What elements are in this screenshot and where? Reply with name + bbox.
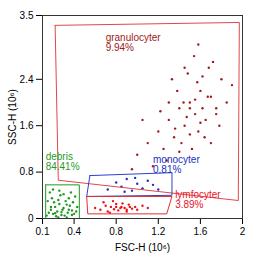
svg-text:lymfocyter3.89%: lymfocyter3.89% [175,189,221,210]
svg-text:0.8: 0.8 [20,166,34,177]
svg-text:1.6: 1.6 [193,226,207,237]
svg-text:monocyter0.81%: monocyter0.81% [153,154,200,175]
svg-text:3.5: 3.5 [20,10,34,21]
svg-text:SSC-H (10⁶): SSC-H (10⁶) [7,89,18,145]
svg-text:0.4: 0.4 [67,226,81,237]
svg-text:0.8: 0.8 [109,226,123,237]
svg-text:0.1: 0.1 [36,226,50,237]
svg-text:2.4: 2.4 [20,74,34,85]
svg-text:2: 2 [240,226,246,237]
svg-text:0: 0 [28,213,34,224]
svg-text:1.6: 1.6 [20,120,34,131]
svg-text:FSC-H (10⁶): FSC-H (10⁶) [115,242,170,253]
svg-text:1.2: 1.2 [151,226,165,237]
svg-text:granulocyter9.94%: granulocyter9.94% [106,32,162,53]
svg-text:debris84.41%: debris84.41% [46,151,80,172]
